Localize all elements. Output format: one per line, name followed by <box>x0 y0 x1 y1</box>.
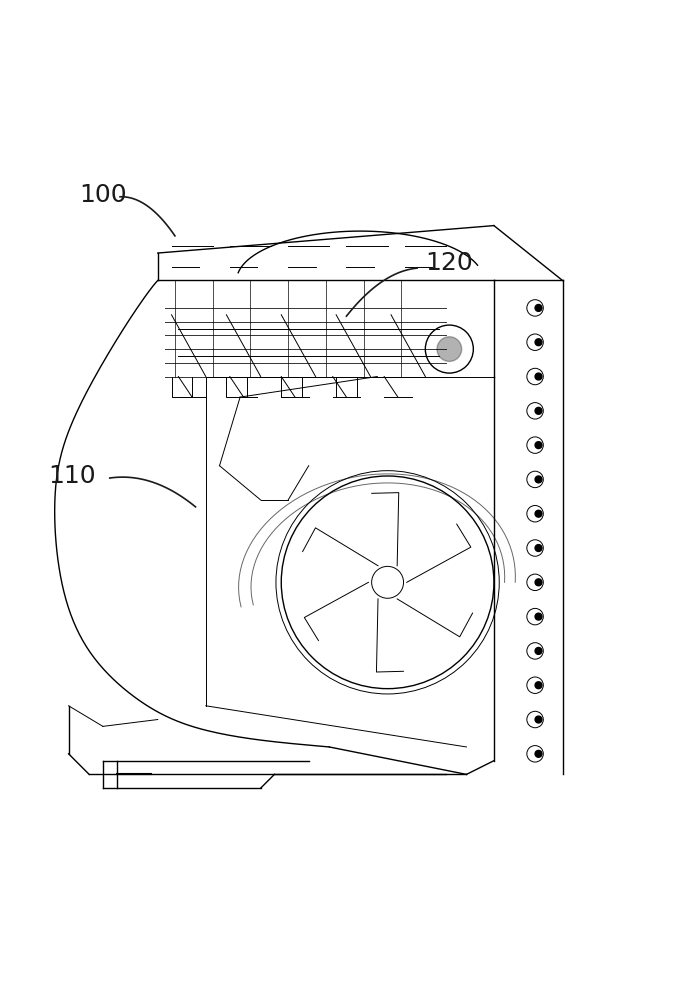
Circle shape <box>535 682 542 689</box>
Circle shape <box>535 647 542 654</box>
Circle shape <box>535 339 542 346</box>
Circle shape <box>535 716 542 723</box>
Text: 100: 100 <box>79 183 126 207</box>
Text: 120: 120 <box>425 251 473 275</box>
Circle shape <box>535 510 542 517</box>
Circle shape <box>535 407 542 414</box>
Circle shape <box>535 476 542 483</box>
Circle shape <box>437 337 462 361</box>
Circle shape <box>535 304 542 311</box>
Circle shape <box>535 545 542 551</box>
Circle shape <box>535 442 542 449</box>
Circle shape <box>535 579 542 586</box>
Circle shape <box>535 613 542 620</box>
Circle shape <box>535 750 542 757</box>
Circle shape <box>535 373 542 380</box>
Text: 110: 110 <box>48 464 95 488</box>
